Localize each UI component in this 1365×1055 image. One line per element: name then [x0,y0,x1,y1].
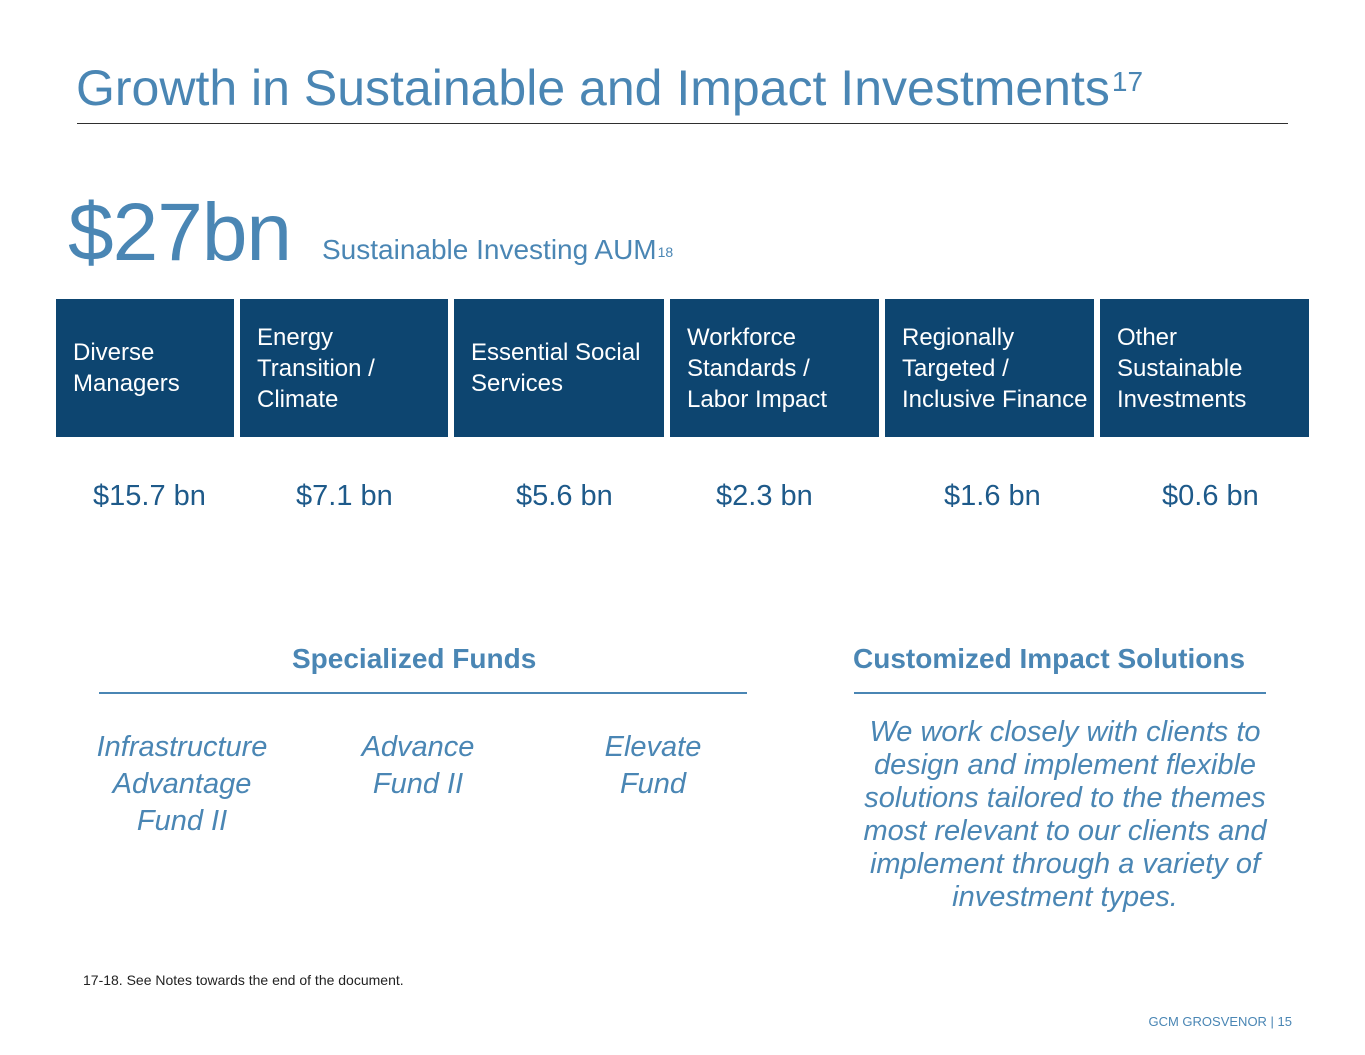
category-box-other-sustainable: Other Sustainable Investments [1100,299,1309,437]
fund-elevate: Elevate Fund [604,731,702,800]
fund-infrastructure-advantage: Infrastructure Advantage Fund II [96,731,268,837]
category-label: Diverse Managers [73,339,180,397]
category-value-essential-social-services: $5.6 bn [516,480,613,512]
custom-solutions-description: We work closely with clients to design a… [863,716,1267,913]
category-label: Other Sustainable Investments [1117,323,1247,413]
specialized-funds-heading: Specialized Funds [292,643,537,674]
category-box-essential-social-services: Essential Social Services [454,299,664,437]
aum-footnote-ref: 18 [657,244,674,260]
category-box-regionally-targeted: Regionally Targeted / Inclusive Finance [885,299,1094,437]
title-footnote-ref: 17 [1111,66,1144,97]
custom-solutions-heading: Customized Impact Solutions [853,643,1246,674]
category-label: Energy Transition / Climate [257,323,375,413]
footer-brand-page: GCM GROSVENOR | 15 [1148,1014,1292,1029]
footnote: 17-18. See Notes towards the end of the … [83,972,404,988]
category-label: Regionally Targeted / Inclusive Finance [902,323,1088,413]
category-box-workforce-standards: Workforce Standards / Labor Impact [670,299,879,437]
category-box-energy-transition: Energy Transition / Climate [240,299,448,437]
category-label: Essential Social Services [471,339,641,397]
fund-advance: Advance Fund II [361,731,475,800]
title-divider [77,123,1288,124]
category-value-workforce-standards: $2.3 bn [716,480,813,512]
custom-solutions-divider [854,692,1266,694]
category-value-regionally-targeted: $1.6 bn [944,480,1041,512]
aum-amount: $27bn [68,187,292,278]
category-value-diverse-managers: $15.7 bn [93,480,206,512]
category-value-other-sustainable: $0.6 bn [1162,480,1259,512]
category-label: Workforce Standards / Labor Impact [687,323,828,413]
aum-label: Sustainable Investing AUM18 [322,234,674,265]
category-box-diverse-managers: Diverse Managers [56,299,234,437]
specialized-funds-divider [99,692,747,694]
category-value-energy-transition: $7.1 bn [296,480,393,512]
page-title: Growth in Sustainable and Impact Investm… [76,60,1144,116]
